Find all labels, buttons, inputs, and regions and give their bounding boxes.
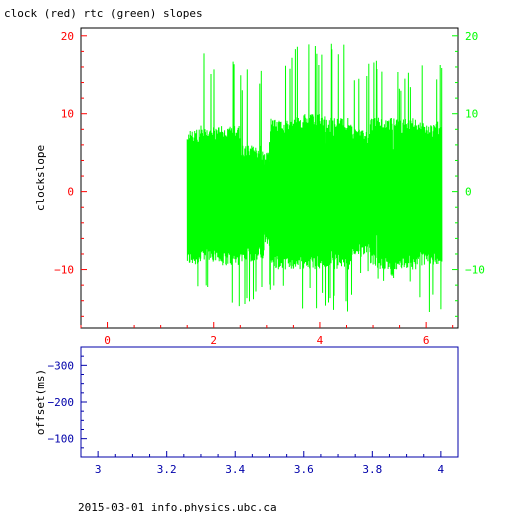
offset-tick-label: −200 <box>48 396 75 409</box>
x-tick-label: 2 <box>210 334 217 347</box>
rtc-segment-line <box>263 152 270 246</box>
time-tick-label: 3.4 <box>225 463 245 476</box>
rtc-segment-line <box>324 43 353 312</box>
x-tick-label: 6 <box>423 334 430 347</box>
offset-plot-ticks: −300 −200 −100 3 3.2 3.4 3.6 3.8 4 <box>48 346 445 476</box>
time-tick-label: 3.8 <box>362 463 382 476</box>
offset-tick-label: −100 <box>48 433 75 446</box>
right-y-tick-label: 20 <box>465 30 478 43</box>
rtc-segment-line <box>351 63 372 274</box>
x-tick-label: 4 <box>317 334 324 347</box>
x-tick-label: 0 <box>104 334 111 347</box>
y-tick-label: 10 <box>61 108 74 121</box>
rtc-series <box>186 43 443 313</box>
offset-plot-frame <box>80 346 459 458</box>
right-y-tick-label: 10 <box>465 108 478 121</box>
footer-credit: 2015-03-01 info.physics.ubc.ca <box>78 501 277 512</box>
time-tick-label: 3 <box>95 463 102 476</box>
rtc-segment-line <box>269 57 294 290</box>
rtc-segment-line <box>200 53 220 288</box>
rtc-segment-line <box>292 44 326 309</box>
right-y-tick-label: −10 <box>465 264 485 277</box>
y-axis-label: clockslope <box>34 145 47 211</box>
y-tick-label: 20 <box>61 30 74 43</box>
offset-plot: −300 −200 −100 3 3.2 3.4 3.6 3.8 4 offset(ms) <box>34 346 459 476</box>
rtc-segment-line <box>218 61 241 307</box>
right-y-tick-label: 0 <box>465 186 472 199</box>
rtc-segment-line <box>369 60 398 281</box>
offset-tick-label: −300 <box>48 359 75 372</box>
rtc-segment-line <box>186 129 201 287</box>
y-tick-label: −10 <box>54 264 74 277</box>
y-tick-label: 0 <box>67 186 74 199</box>
slopes-plot-ticks: −10 0 10 20 −10 0 10 20 0 2 4 6 <box>54 30 485 347</box>
time-tick-label: 3.6 <box>294 463 314 476</box>
chart-title: clock (red) rtc (green) slopes <box>4 7 203 20</box>
rtc-segment-line <box>417 64 443 313</box>
time-tick-label: 4 <box>438 463 445 476</box>
rtc-segment-line <box>396 71 419 282</box>
slopes-plot-frame <box>80 27 459 329</box>
rtc-segment-line <box>239 69 265 305</box>
offset-axis-label: offset(ms) <box>34 369 47 435</box>
slopes-plot: −10 0 10 20 −10 0 10 20 0 2 4 6 clockslope <box>34 27 485 347</box>
time-tick-label: 3.2 <box>157 463 177 476</box>
